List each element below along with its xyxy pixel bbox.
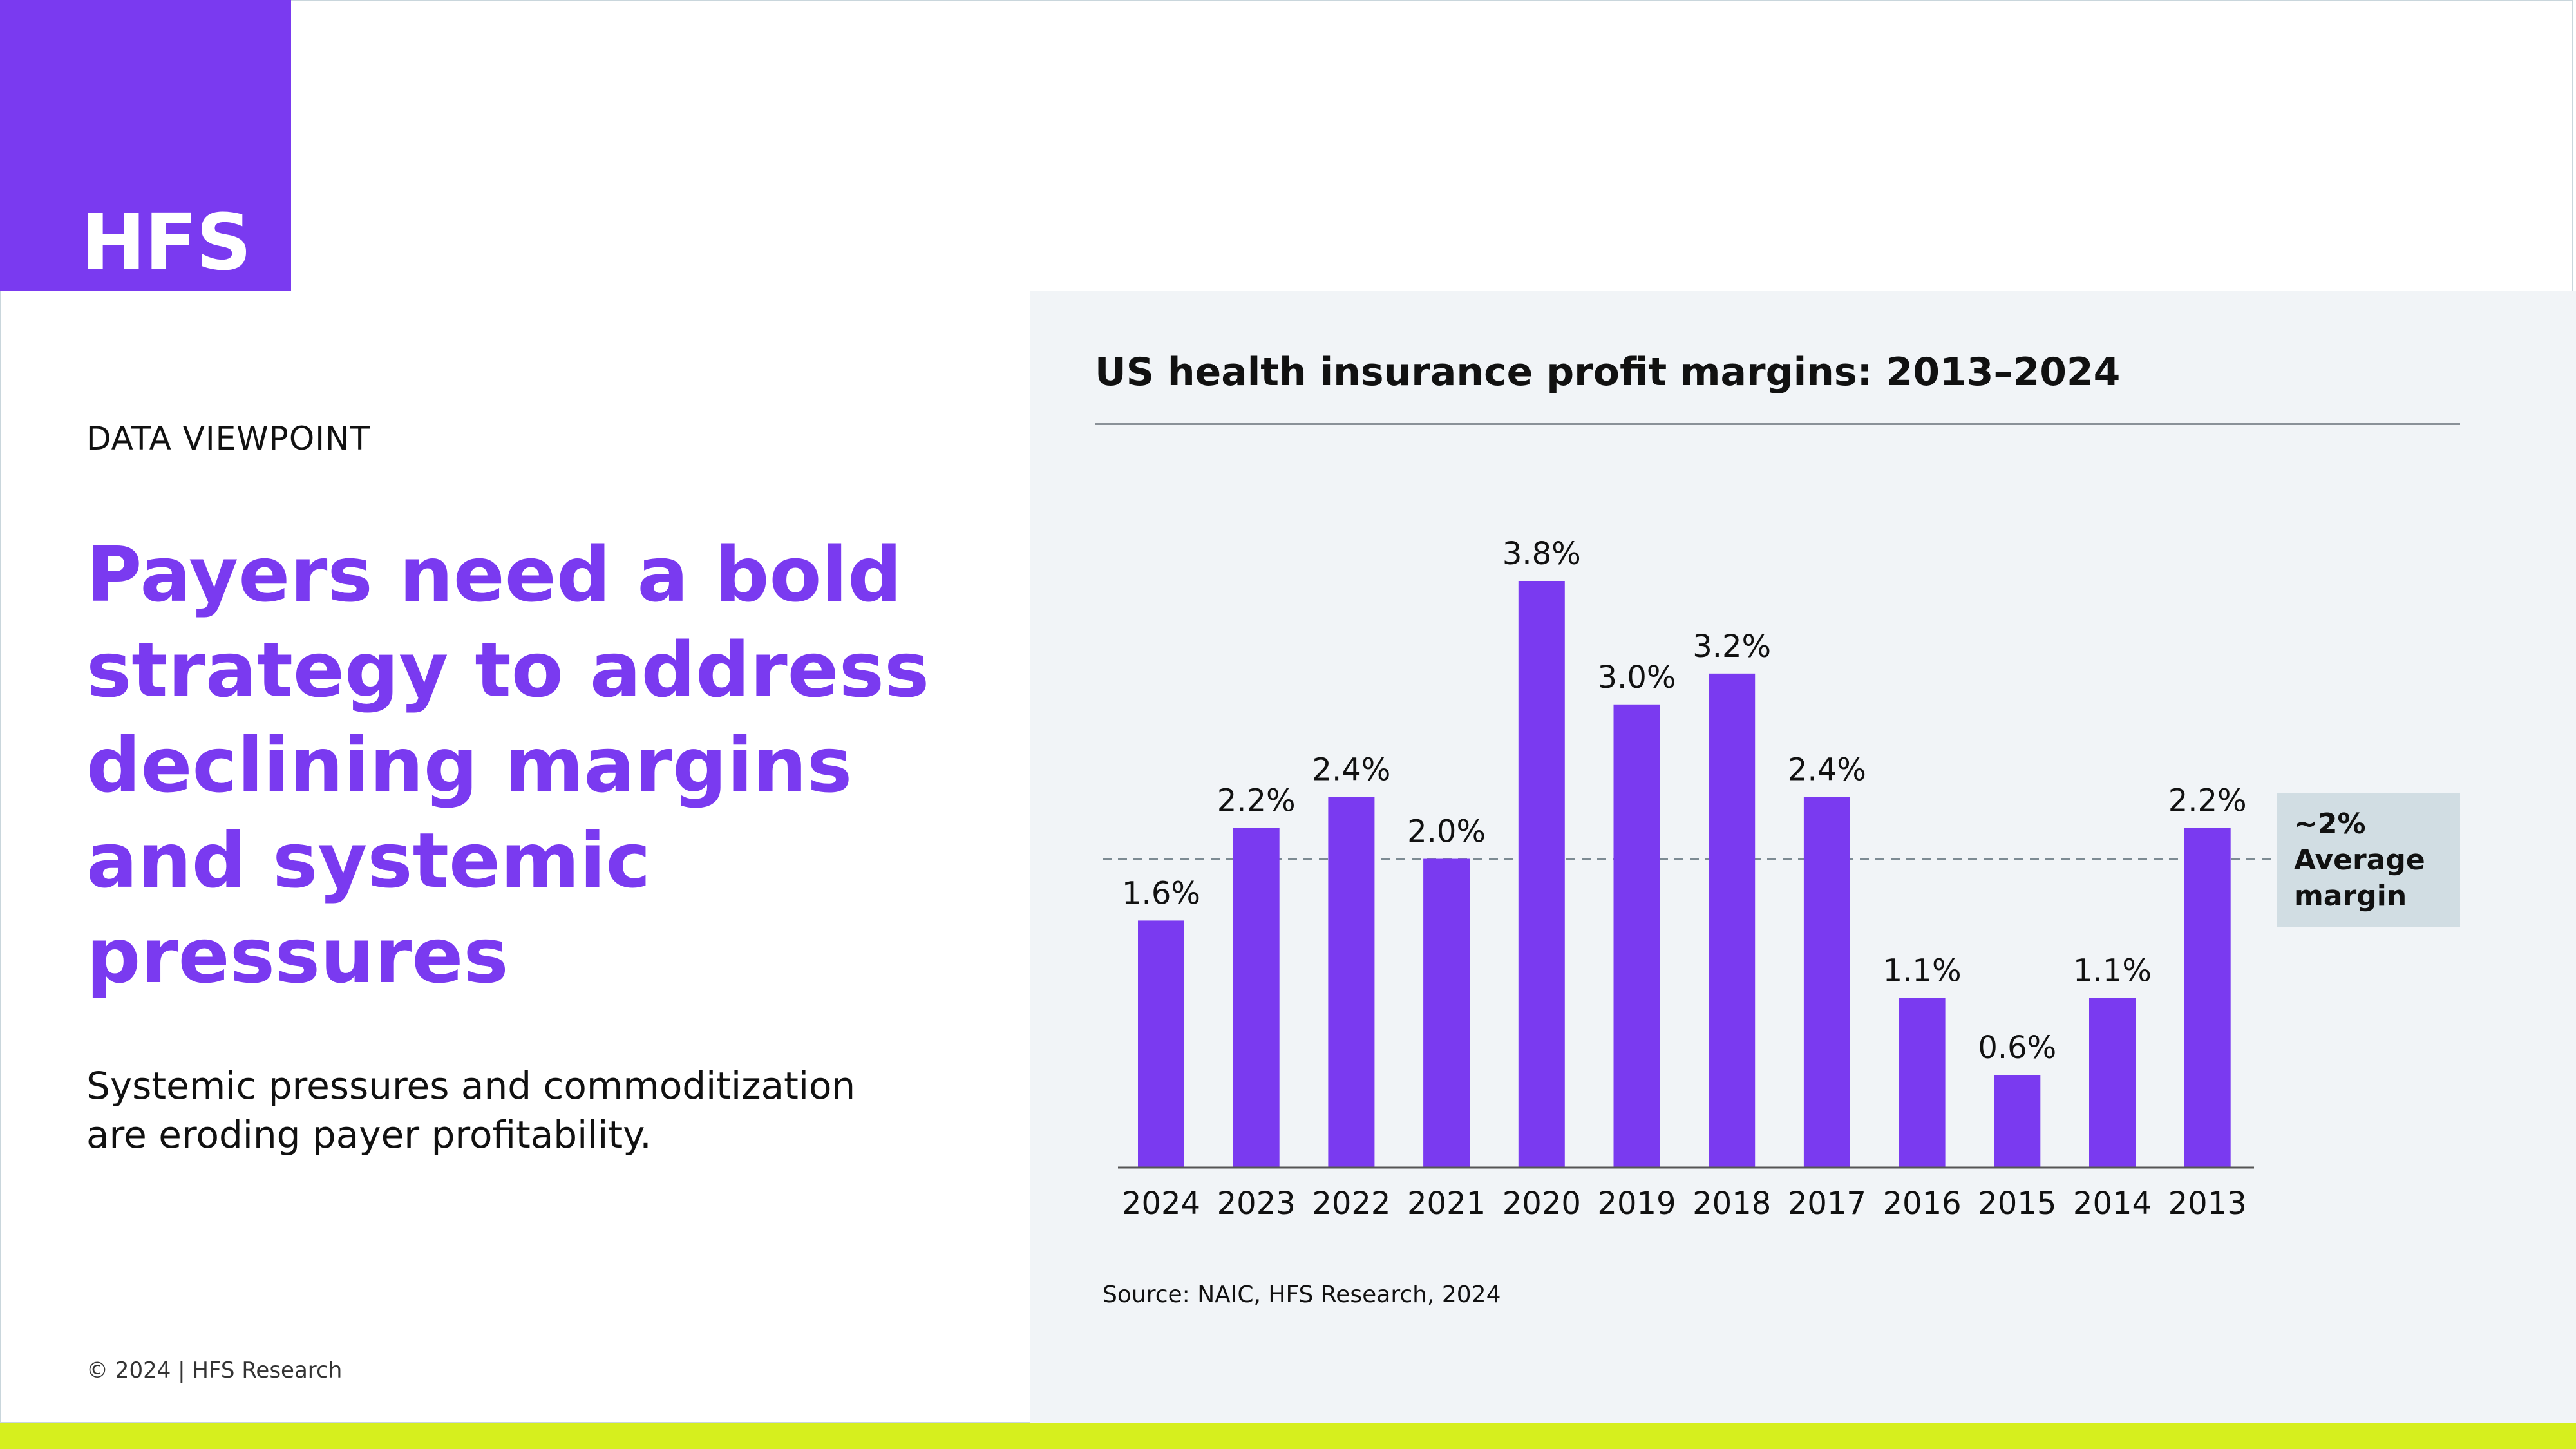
x-tick-label: 2020 [1502,1186,1581,1222]
headline-line: Payers need a bold [86,530,902,619]
bar [1328,797,1375,1168]
bar-value-label: 3.8% [1502,536,1581,572]
x-tick-label: 2014 [2073,1186,2152,1222]
bar-value-label: 1.1% [1883,952,1962,989]
subtext-line: are eroding payer profitability. [86,1113,652,1157]
subtext: Systemic pressures and commoditization a… [86,1061,923,1159]
bar-value-label: 2.0% [1407,814,1486,850]
subtext-line: Systemic pressures and commoditization [86,1064,856,1108]
bar-value-label: 1.6% [1122,875,1200,911]
bar-value-label: 2.2% [2168,783,2247,819]
x-tick-label: 2017 [1788,1186,1866,1222]
source-note: Source: NAIC, HFS Research, 2024 [1103,1282,1501,1308]
x-tick-label: 2024 [1122,1186,1200,1222]
copyright: © 2024 | HFS Research [86,1358,343,1383]
average-value: ~2% [2294,808,2366,840]
x-tick-label: 2018 [1692,1186,1771,1222]
bar-value-label: 1.1% [2073,952,2152,989]
x-tick-label: 2022 [1312,1186,1390,1222]
headline-line: declining margins [86,721,853,810]
eyebrow-label: DATA VIEWPOINT [86,420,370,457]
footer-accent-bar [0,1423,2576,1449]
x-tick-label: 2013 [2168,1186,2247,1222]
x-tick-label: 2015 [1978,1186,2056,1222]
x-tick-label: 2019 [1597,1186,1676,1222]
headline-line: strategy to address [86,625,930,714]
average-margin-callout: ~2% Average margin [2277,793,2460,927]
headline-line: and systemic [86,816,651,905]
bar [1994,1075,2041,1168]
x-tick-label: 2023 [1217,1186,1296,1222]
average-label: Average [2294,844,2425,876]
bar [1899,998,1946,1168]
bar [1138,920,1184,1168]
bar-value-label: 2.4% [1788,752,1866,788]
bar [2089,998,2136,1168]
bar-value-label: 3.0% [1598,659,1676,696]
average-label: margin [2294,880,2407,913]
bar [1423,858,1470,1168]
bar [1803,797,1850,1168]
chart-title: US health insurance profit margins: 2013… [1095,350,2121,395]
hfs-logo: HFS [0,0,291,291]
bar-value-label: 0.6% [1978,1030,2056,1066]
bar [2184,828,2231,1168]
headline-line: pressures [86,911,509,1000]
bar-value-label: 2.2% [1217,783,1296,819]
bar-value-label: 3.2% [1692,629,1771,665]
bar [1518,581,1565,1168]
x-tick-label: 2021 [1407,1186,1486,1222]
title-divider [1095,423,2460,425]
logo-text: HFS [81,198,252,288]
bar-value-label: 2.4% [1312,752,1390,788]
bar [1613,704,1660,1168]
headline: Payers need a bold strategy to address d… [86,527,1001,1003]
x-tick-label: 2016 [1883,1186,1962,1222]
bar [1233,828,1280,1168]
bar [1709,673,1756,1168]
